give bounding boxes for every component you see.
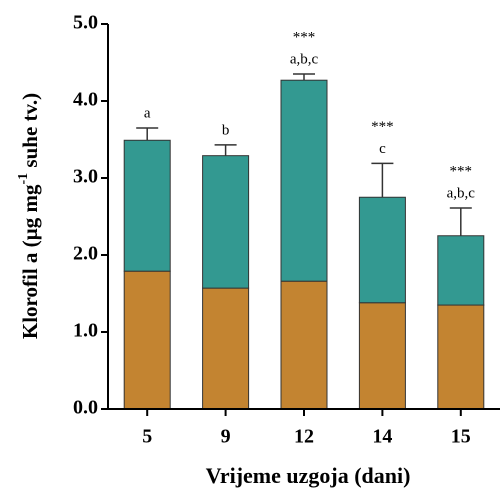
annotation: ***: [450, 163, 473, 179]
x-tick-label: 14: [372, 426, 392, 448]
bar: [123, 139, 171, 272]
bar: [202, 155, 250, 289]
x-axis-title: Vrijeme uzgoja (dani): [206, 463, 411, 488]
y-axis-title-text: Klorofil a (µg mg: [18, 184, 42, 339]
annotation: ***: [371, 119, 394, 135]
x-tick-label: 9: [221, 426, 231, 448]
y-tick-label: 1.0: [73, 320, 98, 342]
x-tick-label: 12: [294, 426, 314, 448]
x-tick-label: 15: [451, 426, 471, 448]
annotation: a,b,c: [290, 51, 319, 67]
bar: [123, 270, 171, 410]
y-tick-label: 0.0: [73, 397, 98, 419]
bar: [280, 280, 328, 410]
annotation: c: [379, 141, 386, 157]
annotation: ***: [293, 29, 316, 45]
bar: [280, 79, 328, 282]
y-tick-label: 2.0: [73, 243, 98, 265]
y-tick-label: 3.0: [73, 166, 98, 188]
y-axis-title-suffix: suhe tv.): [18, 93, 42, 173]
y-axis-title: Klorofil a (µg mg-1 suhe tv.): [16, 93, 42, 339]
y-tick-label: 4.0: [73, 89, 98, 111]
bar: [437, 235, 485, 306]
bar: [437, 304, 485, 410]
y-axis-title-sup: -1: [16, 173, 31, 185]
bar: [202, 287, 250, 410]
x-tick-label: 5: [142, 426, 152, 448]
annotation: b: [222, 122, 230, 138]
annotation: a,b,c: [447, 185, 476, 201]
bar: [358, 196, 406, 304]
bar: [358, 302, 406, 410]
annotation: a: [144, 105, 151, 121]
y-tick-label: 5.0: [73, 12, 98, 34]
